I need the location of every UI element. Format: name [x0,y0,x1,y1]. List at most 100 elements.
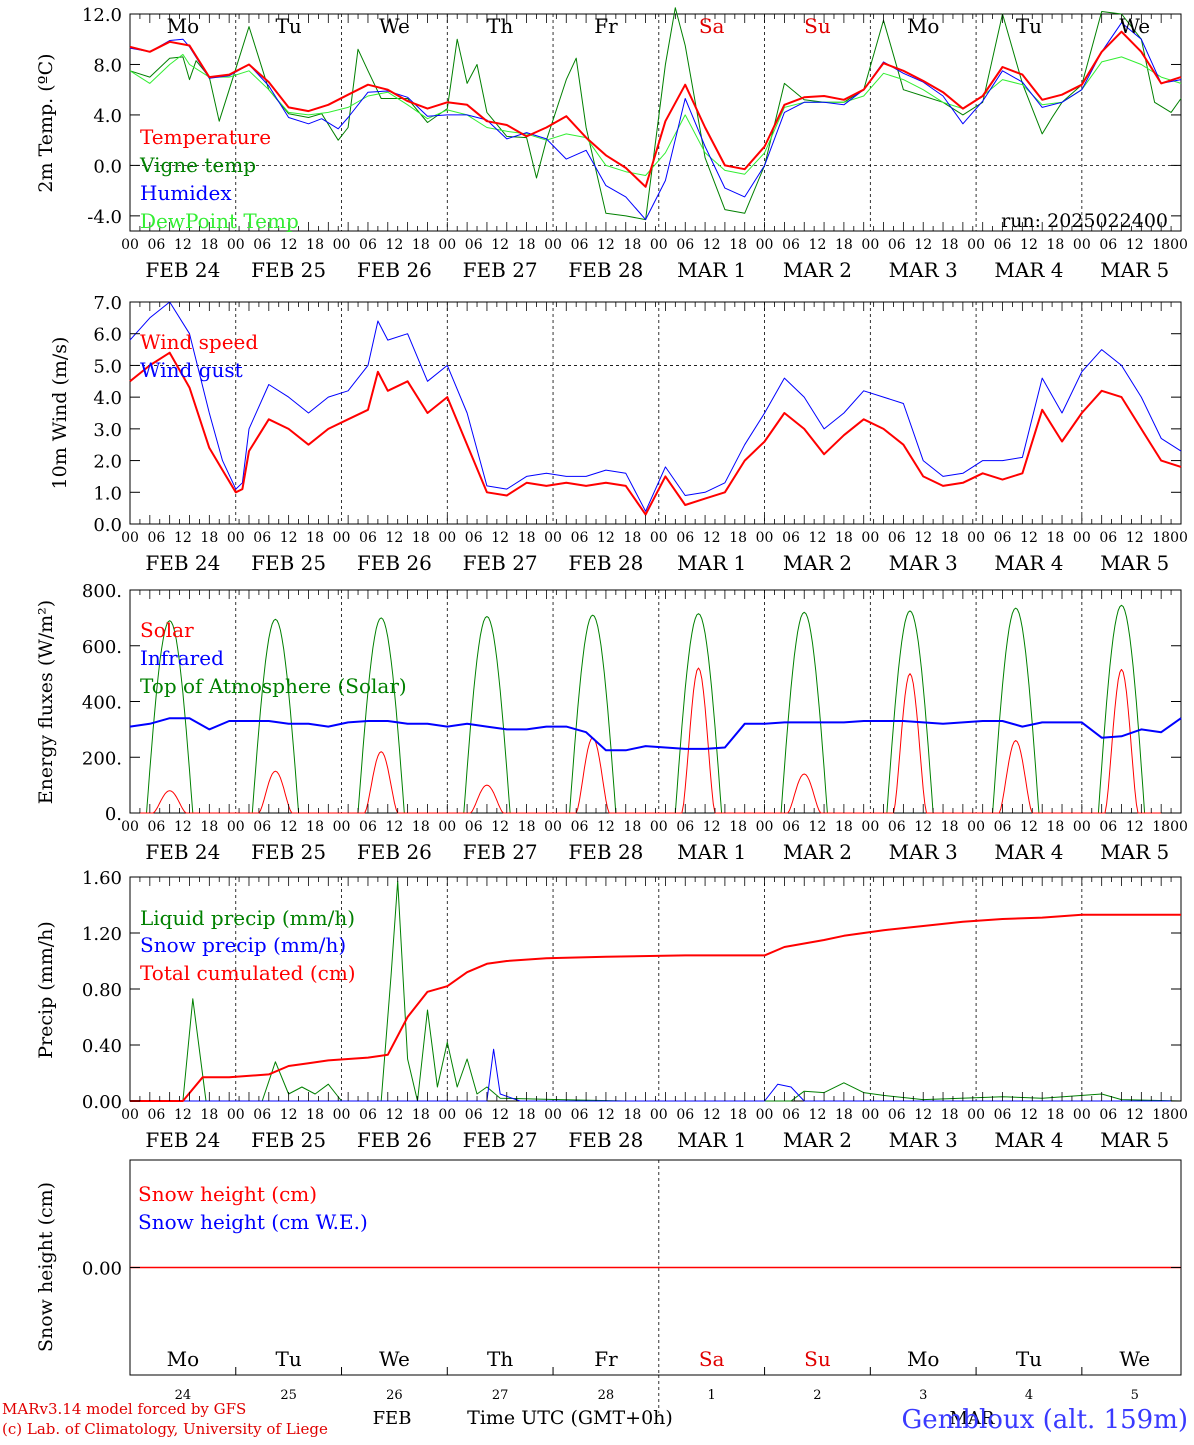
hour-tick-label: 12 [914,1107,932,1123]
axis-layer: 12.08.04.00.0-4.000 06 12 18 00 06 12 18 00 06 12 1… [82,5,1188,1403]
hour-tick-label: 12 [703,530,721,546]
hour-tick-label: 18 [200,819,218,835]
hour-tick-label: 06 [782,530,800,546]
series-toa-solar [130,604,1162,814]
weekday-label: Th [487,14,513,38]
hour-tick-label: 06 [994,819,1012,835]
hour-tick-label: 06 [782,819,800,835]
hour-tick-label: 00 [650,237,668,253]
date-label: MAR 4 [994,551,1063,575]
legend-infrared: Infrared [140,646,224,670]
hour-tick-label: 18 [835,819,853,835]
hour-tick-label: 06 [782,237,800,253]
series-temperature [129,30,1182,188]
hour-tick-label: 12 [280,1107,298,1123]
hour-tick-label: 00 [756,530,774,546]
snow-ylabel: Snow height (cm) [35,1182,57,1352]
hour-tick-label: 00 [227,1107,245,1123]
hour-tick-label: 18 [200,237,218,253]
hour-tick-label: 06 [1099,237,1117,253]
hour-tick-label: 06 [994,237,1012,253]
energy-ylabel: Energy fluxes (W/m²) [35,600,57,804]
hour-tick-label: 00 [544,530,562,546]
month-mar-label: MAR [950,1408,995,1429]
hour-tick-label: 18 [518,530,536,546]
date-label: MAR 5 [1100,551,1169,575]
weekday-label: Tu [276,14,302,38]
temperature-ylabel: 2m Temp. (ºC) [35,53,57,192]
date-label: FEB 26 [357,551,432,575]
hour-tick-label: 18 [412,237,430,253]
hour-tick-label: 18 [1046,1107,1064,1123]
weekday-label: We [379,14,410,38]
date-label: MAR 3 [889,258,958,282]
weekday-label: Fr [594,14,618,38]
legend-toa: Top of Atmosphere (Solar) [140,674,407,698]
date-label: FEB 28 [568,551,643,575]
run-label: run: 2025022400 [1001,210,1168,232]
y-tick-label: 1.0 [93,483,122,504]
hour-tick-label: 18 [729,1107,747,1123]
series-humidex [129,22,1182,221]
hour-tick-label: 18 [412,819,430,835]
hour-tick-label: 06 [571,819,589,835]
hour-tick-label: 00 [650,1107,668,1123]
hour-tick-label: 00 [1073,1107,1091,1123]
hour-tick-label: 12 [1020,237,1038,253]
hour-tick-label: 00 [650,819,668,835]
legend-humidex: Humidex [140,181,232,205]
hour-tick-label: 00 [333,1107,351,1123]
hour-tick-label: 00 [333,530,351,546]
hour-tick-label: 12 [385,819,403,835]
hour-tick-label: 18 [941,530,959,546]
series-total-cumulated-cm- [130,913,1181,1102]
y-tick-label: 12.0 [82,5,122,26]
y-tick-label: 4.0 [93,106,122,127]
hour-tick-label: 00 [967,819,985,835]
hour-tick-label: 12 [1020,819,1038,835]
hour-tick-label: 00 [1170,237,1188,253]
hour-tick-label: 06 [465,237,483,253]
date-label: FEB 27 [463,1128,538,1152]
hour-tick-label: 06 [888,237,906,253]
hour-tick-label: 00 [861,819,879,835]
date-label: FEB 26 [357,258,432,282]
hour-tick-label: 00 [121,1107,139,1123]
legend-temperature: Temperature [140,125,271,149]
hour-tick-label: 12 [809,819,827,835]
series-layer [129,7,1182,1269]
hour-tick-label: 06 [888,530,906,546]
day-number-label: 27 [492,1388,509,1403]
hour-tick-label: 18 [835,530,853,546]
hour-tick-label: 00 [967,1107,985,1123]
weekday-label: Tu [1016,1347,1042,1371]
weekday-label: Tu [276,1347,302,1371]
hour-tick-label: 12 [914,237,932,253]
hour-tick-label: 00 [121,237,139,253]
hour-tick-label: 06 [571,237,589,253]
hour-tick-label: 00 [1170,819,1188,835]
hour-tick-label: 06 [676,237,694,253]
y-tick-label: 0.40 [82,1036,122,1057]
y-tick-label: 0.0 [93,515,122,536]
hour-tick-label: 06 [253,1107,271,1123]
hour-tick-label: 18 [306,237,324,253]
hour-tick-label: 18 [729,819,747,835]
weekday-label: Mo [167,14,200,38]
hour-tick-label: 00 [1073,237,1091,253]
weekday-label: Su [804,1347,831,1371]
date-label: FEB 24 [145,840,220,864]
series-infrared [129,717,1182,752]
hour-tick-label: 00 [756,819,774,835]
date-label: FEB 27 [463,551,538,575]
date-label: MAR 1 [677,840,746,864]
date-label: FEB 27 [463,840,538,864]
hour-tick-label: 06 [676,530,694,546]
hour-tick-label: 18 [1046,530,1064,546]
hour-tick-label: 12 [385,1107,403,1123]
date-label: FEB 26 [357,1128,432,1152]
hour-tick-label: 00 [1073,819,1091,835]
time-axis-label: Time UTC (GMT+0h) [467,1407,673,1429]
weekday-label: Fr [594,1347,618,1371]
model-credit: MARv3.14 model forced by GFS [2,1400,246,1418]
